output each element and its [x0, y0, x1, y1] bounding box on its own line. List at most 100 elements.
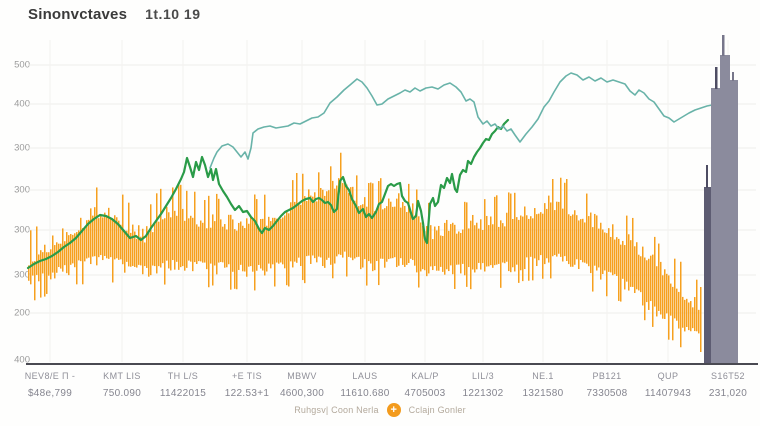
orange-range-bar [44, 244, 46, 297]
orange-range-bar [142, 228, 144, 275]
x-axis-item: KAL/P 4705003 [404, 371, 445, 399]
orange-range-bar [550, 202, 552, 279]
orange-range-bar [504, 226, 506, 264]
orange-range-bar [466, 202, 468, 287]
orange-range-bar [96, 187, 98, 266]
orange-range-bar [562, 208, 564, 262]
orange-range-bar [680, 261, 682, 348]
orange-range-bar [94, 207, 96, 257]
orange-range-bar [30, 230, 32, 285]
orange-range-bar [486, 215, 488, 267]
orange-range-bar [312, 196, 314, 256]
orange-range-bar [90, 208, 92, 265]
green-line [26, 118, 510, 270]
orange-range-bar [48, 252, 50, 276]
orange-range-bar [240, 221, 242, 265]
orange-range-bar [396, 198, 398, 268]
x-axis-label: NE.1 [532, 371, 554, 381]
orange-range-bar [632, 217, 634, 287]
orange-range-bar [538, 213, 540, 261]
orange-range-bar [596, 215, 598, 271]
orange-range-bar [62, 228, 64, 272]
x-axis-value: 11422015 [159, 388, 207, 399]
orange-range-bar [248, 223, 250, 267]
x-axis-line [26, 363, 758, 365]
tower-wick [706, 165, 708, 188]
orange-range-bar [434, 226, 436, 267]
orange-range-bar [172, 187, 174, 261]
orange-range-bar [226, 229, 228, 268]
orange-range-bar [540, 212, 542, 256]
orange-range-bar [342, 183, 344, 258]
orange-range-bar [442, 235, 444, 272]
orange-range-bar [446, 219, 448, 270]
orange-range-bar [502, 223, 504, 263]
orange-range-bar [426, 226, 428, 277]
orange-range-bar [500, 220, 502, 288]
x-axis-label: TH L/S [167, 371, 199, 381]
orange-range-bar [286, 210, 288, 286]
orange-range-bar [38, 254, 40, 282]
orange-range-bar [228, 214, 230, 265]
orange-range-bar [222, 226, 224, 263]
x-axis-label: QUP [657, 371, 679, 381]
orange-range-bar [82, 228, 84, 285]
orange-range-bar [646, 260, 648, 303]
orange-range-bar [624, 245, 626, 290]
orange-range-bar [40, 250, 42, 298]
orange-range-bar [416, 189, 418, 273]
orange-range-bar [650, 255, 652, 302]
orange-range-bar [374, 211, 376, 271]
orange-range-bar [304, 196, 306, 284]
x-axis-value: 4705003 [404, 388, 446, 399]
orange-range-bar [288, 213, 290, 287]
orange-range-bar [552, 179, 554, 257]
orange-range-bar [542, 213, 544, 279]
orange-range-bar [280, 218, 282, 263]
orange-range-bar [420, 222, 422, 272]
x-axis-label: PB121 [592, 371, 622, 381]
orange-range-bar [158, 221, 160, 267]
orange-range-bar [686, 298, 688, 328]
orange-range-bar [384, 208, 386, 268]
orange-range-bar [320, 188, 322, 258]
orange-range-bar [308, 189, 310, 256]
plus-icon[interactable]: + [386, 403, 401, 417]
orange-range-bar [150, 204, 152, 276]
orange-range-bar [518, 219, 520, 283]
orange-range-bar [428, 202, 430, 274]
x-axis-item: LAUS 11610.680 [340, 371, 389, 399]
orange-range-bar [298, 204, 300, 258]
orange-range-bar [590, 212, 592, 274]
orange-range-bar [334, 188, 336, 264]
orange-range-bar [406, 211, 408, 265]
orange-range-bar [204, 200, 206, 263]
orange-range-bar [626, 215, 628, 282]
orange-range-bar [670, 283, 672, 316]
orange-range-bar [572, 214, 574, 267]
orange-range-bar [296, 173, 298, 263]
orange-range-bar [190, 215, 192, 262]
orange-range-bar [188, 218, 190, 261]
orange-range-bar [696, 279, 698, 332]
orange-range-bar [330, 166, 332, 265]
orange-range-bar [674, 258, 676, 319]
orange-range-bar [216, 193, 218, 275]
orange-range-bar [176, 215, 178, 262]
orange-range-bar [392, 206, 394, 259]
orange-range-bar [600, 222, 602, 280]
orange-range-bar [496, 195, 498, 265]
orange-range-bar [488, 225, 490, 267]
orange-range-bar [606, 233, 608, 297]
orange-range-bar [458, 231, 460, 265]
orange-range-bar [326, 191, 328, 260]
orange-range-bar [36, 226, 38, 275]
orange-range-bar [456, 233, 458, 265]
orange-range-bar [464, 201, 466, 276]
y-axis-label: 200 [14, 307, 30, 319]
orange-range-bar [54, 245, 56, 279]
orange-range-bar [170, 217, 172, 271]
orange-range-bar [140, 236, 142, 266]
tower-wick [732, 72, 734, 81]
orange-range-bar [514, 192, 516, 272]
